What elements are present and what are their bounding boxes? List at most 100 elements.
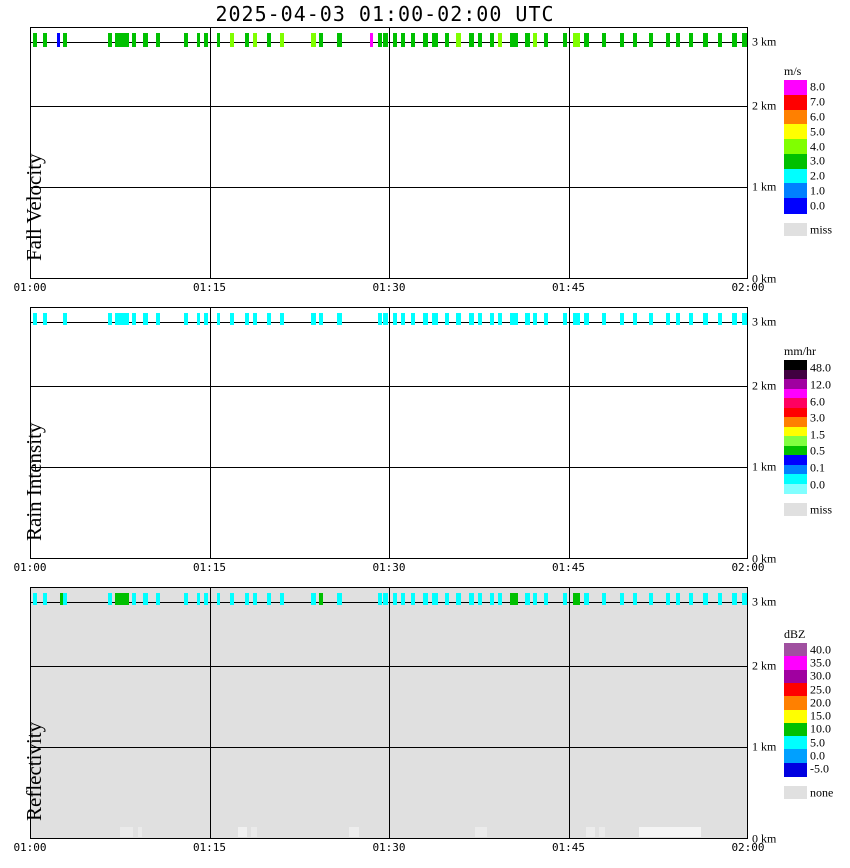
colorbar-tick-label: 20.0 (810, 695, 831, 710)
colorbar-band (784, 682, 807, 697)
data-mark (156, 313, 160, 325)
colorbar-tick-label: 0.5 (810, 443, 825, 458)
data-mark (525, 33, 530, 48)
colorbar-band (784, 80, 807, 96)
colorbar-band (784, 379, 807, 390)
data-mark (703, 593, 708, 605)
data-mark (717, 593, 723, 605)
data-mark (676, 33, 681, 48)
data-mark (717, 313, 723, 325)
data-mark (478, 33, 483, 48)
ground-clutter-mark (238, 827, 247, 837)
plot-area-reflectivity[interactable] (30, 587, 748, 839)
data-mark (584, 313, 589, 325)
colorbar-tick-label: 3.0 (810, 410, 825, 425)
data-mark (666, 313, 671, 325)
colorbar-tick-label: 15.0 (810, 708, 831, 723)
data-mark (114, 313, 130, 325)
colorbar-tick-label: 0.0 (810, 477, 825, 492)
data-mark (432, 33, 438, 48)
data-mark (63, 593, 68, 605)
colorbar-tick-label: 6.0 (810, 109, 825, 124)
data-mark (633, 593, 638, 605)
data-mark (383, 33, 388, 48)
data-mark (703, 313, 708, 325)
data-mark (544, 33, 549, 48)
data-mark (143, 33, 148, 48)
data-mark (60, 593, 65, 605)
ground-clutter-mark (119, 827, 133, 837)
data-mark (252, 33, 257, 48)
colorbar-band (784, 139, 807, 155)
colorbar-tick-label: 3.0 (810, 153, 825, 168)
data-mark (318, 313, 323, 325)
colorbar-reflectivity[interactable] (784, 643, 807, 777)
x-tick-label: 01:30 (372, 281, 406, 294)
plot-area-rain-intensity[interactable] (30, 307, 748, 559)
data-mark (410, 33, 415, 48)
data-mark (279, 313, 285, 325)
colorbar-band (784, 709, 807, 724)
colorbar-tick-label: 25.0 (810, 682, 831, 697)
axis-label-rain-intensity: Rain Intensity (22, 422, 46, 541)
colorbar-band (784, 168, 807, 185)
data-mark (107, 313, 112, 325)
plot-area-fall-velocity[interactable] (30, 27, 748, 279)
data-mark (648, 593, 654, 605)
data-mark (131, 33, 137, 48)
colorbar-fall-velocity[interactable] (784, 80, 807, 214)
y-tick-label: 2 km (752, 98, 777, 113)
data-mark (509, 33, 519, 48)
data-mark (525, 313, 530, 325)
x-tick-label: 01:15 (192, 841, 227, 854)
colorbar-tick-label: 0.0 (810, 748, 825, 763)
data-mark (266, 33, 272, 48)
data-mark (666, 593, 671, 605)
colorbar-title-fall-velocity: m/s (784, 64, 802, 78)
y-tick-label: 1 km (752, 459, 777, 474)
data-mark (279, 33, 285, 48)
colorbar-band (784, 736, 807, 750)
colorbar-tick-label: 48.0 (810, 360, 831, 375)
data-mark (478, 593, 483, 605)
colorbar-rain-intensity[interactable] (784, 360, 807, 494)
gridline-vertical (209, 27, 211, 279)
data-mark (107, 33, 112, 48)
data-mark (732, 593, 737, 605)
colorbar-band (784, 417, 807, 428)
data-mark (392, 313, 397, 325)
data-mark (601, 33, 606, 48)
colorbar-band (784, 464, 807, 475)
gridline-vertical (389, 587, 390, 839)
data-mark (456, 33, 461, 48)
data-mark (717, 33, 723, 48)
data-mark (601, 593, 606, 605)
colorbar-band (784, 474, 807, 485)
data-mark (601, 313, 606, 325)
data-mark (562, 313, 568, 325)
data-mark (156, 593, 160, 605)
data-mark (648, 313, 654, 325)
ground-clutter-mark (586, 827, 596, 837)
data-mark (489, 313, 494, 325)
data-mark (562, 33, 568, 48)
colorbar-missing-label: miss (810, 222, 833, 237)
colorbar-tick-label: 5.0 (810, 124, 825, 139)
data-mark (318, 33, 323, 48)
data-mark (648, 33, 654, 48)
data-mark (131, 593, 137, 605)
data-mark (114, 593, 130, 605)
colorbar-band (784, 436, 807, 447)
x-tick-label: 01:00 (13, 281, 47, 294)
colorbar-missing-label: miss (810, 502, 833, 517)
colorbar-tick-label: 30.0 (810, 668, 831, 683)
colorbar-tick-label: 1.0 (810, 183, 825, 198)
y-tick-label: 3 km (752, 594, 777, 609)
y-tick-label: 0 km (752, 271, 777, 286)
data-mark (114, 33, 130, 48)
colorbar-band (784, 669, 807, 684)
colorbar-tick-label: 8.0 (810, 79, 825, 94)
colorbar-band (784, 722, 807, 737)
colorbar-tick-label: 4.0 (810, 139, 825, 153)
data-mark (311, 593, 316, 605)
